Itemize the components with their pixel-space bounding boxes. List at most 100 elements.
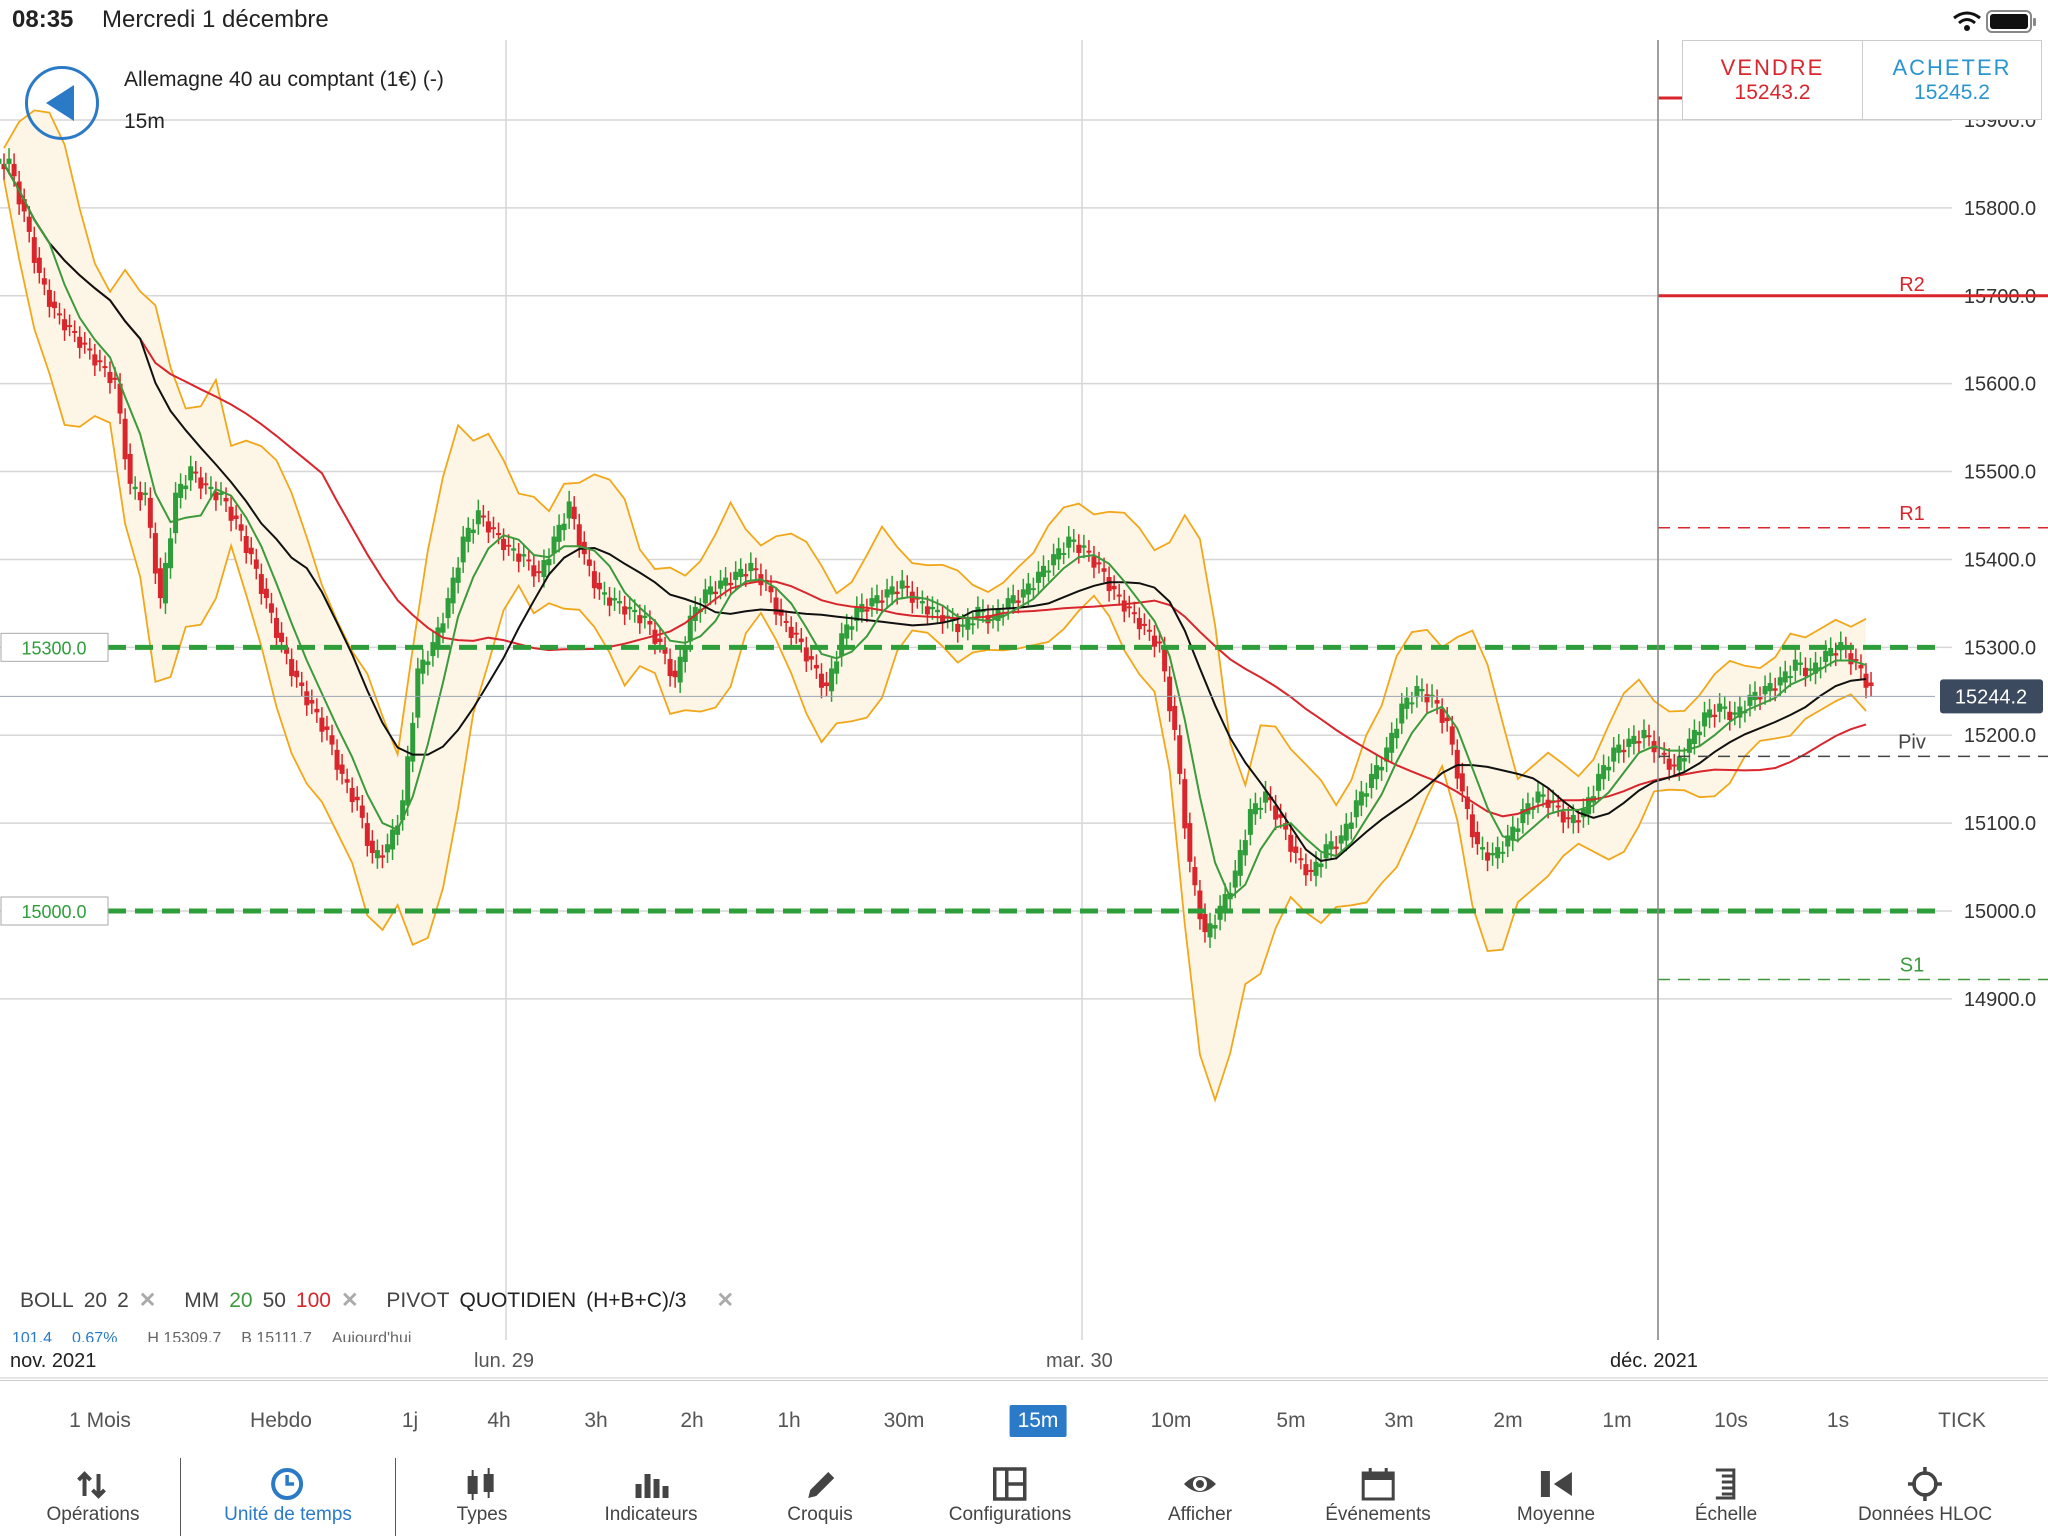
candle-body [1106, 577, 1112, 592]
candle-body [228, 506, 234, 521]
candle-body [162, 562, 168, 604]
remove-pivot-icon[interactable]: ✕ [716, 1289, 735, 1312]
candle-body [889, 586, 895, 595]
timeframe-option-1s[interactable]: 1s [1826, 1409, 1850, 1432]
timeframe-option-5m[interactable]: 5m [1276, 1409, 1306, 1432]
candle-body [1308, 869, 1314, 872]
sell-button[interactable]: VENDRE 15243.2 [1682, 40, 1862, 120]
timeframe-option-3m[interactable]: 3m [1384, 1409, 1414, 1432]
candle-body [268, 603, 274, 613]
candle-body [1737, 706, 1743, 718]
candle-body [596, 582, 602, 590]
candle-body [1823, 650, 1829, 662]
timeframe-option-10m[interactable]: 10m [1150, 1409, 1192, 1432]
timeframe-option-15m[interactable]: 15m [1009, 1405, 1067, 1437]
candle-body [904, 585, 910, 588]
timeframe-option-3h[interactable]: 3h [584, 1409, 608, 1432]
candle-body [1696, 731, 1702, 736]
candle-body [16, 181, 22, 205]
toolbar-button-crosshair[interactable]: Données HLOC [1858, 1458, 1992, 1536]
candle-body [1051, 554, 1057, 566]
candle-body [1283, 823, 1289, 830]
bollinger-lower-band [3, 179, 1867, 1103]
timeframe-option-hebdo[interactable]: Hebdo [250, 1409, 312, 1432]
timeframe-option-1j[interactable]: 1j [401, 1409, 419, 1432]
candle-body [188, 466, 194, 481]
candle-body [324, 726, 330, 730]
candle-body [1091, 556, 1097, 568]
candle-body [1035, 571, 1041, 583]
candle-body [970, 623, 976, 626]
back-button[interactable] [25, 66, 99, 140]
candle-body [1580, 809, 1586, 818]
arrows-icon [77, 1471, 107, 1499]
candle-body [571, 506, 577, 520]
candle-body [385, 844, 391, 853]
toolbar-button-arrows[interactable]: Opérations [47, 1458, 139, 1536]
candle-body [1495, 847, 1501, 859]
candle-body [1626, 738, 1632, 747]
toolbar-button-clock[interactable]: Unité de temps [224, 1458, 352, 1536]
candle-body [1424, 694, 1430, 703]
candle-body [1116, 594, 1122, 597]
candle-body [718, 580, 724, 589]
candle-body [26, 216, 32, 232]
candle-body [1570, 814, 1576, 824]
candle-body [632, 609, 638, 613]
candle-body [51, 301, 57, 309]
candle-body [1040, 565, 1046, 578]
candle-body [1813, 662, 1819, 674]
candle-body [92, 354, 98, 366]
candle-body [864, 609, 870, 612]
date-label-dec: déc. 2021 [1610, 1350, 1698, 1372]
candle-body [1207, 923, 1213, 938]
scale-icon [1715, 1468, 1736, 1500]
y-axis-tick-label: 15000.0 [1964, 901, 2036, 923]
candle-body [319, 717, 325, 732]
toolbar-button-candles[interactable]: Types [457, 1458, 507, 1536]
timeframe-option-4h[interactable]: 4h [487, 1409, 511, 1432]
timeframe-option-1h[interactable]: 1h [777, 1409, 801, 1432]
remove-mm-icon[interactable]: ✕ [340, 1289, 359, 1312]
timeframe-option-1m[interactable]: 1m [1602, 1409, 1632, 1432]
candle-body [1777, 677, 1783, 686]
candle-body [687, 615, 693, 642]
date-label-nov: nov. 2021 [10, 1350, 97, 1372]
candle-body [1772, 688, 1778, 691]
candle-body [753, 568, 759, 571]
layout-icon [993, 1467, 1027, 1501]
candle-body [1469, 814, 1475, 838]
candle-body [808, 656, 814, 660]
candle-body [1863, 673, 1869, 688]
back-arrow-icon [46, 85, 74, 121]
candle-body [1172, 705, 1178, 730]
toolbar-button-bars[interactable]: Indicateurs [605, 1458, 697, 1536]
toolbar-button-scale[interactable]: Échelle [1695, 1458, 1757, 1536]
candle-body [521, 554, 527, 557]
candle-body [193, 471, 199, 474]
timeframe-option-10s[interactable]: 10s [1714, 1409, 1748, 1432]
buy-button[interactable]: ACHETER 15245.2 [1862, 40, 2042, 120]
toolbar-button-calendar[interactable]: Événements [1325, 1458, 1431, 1536]
bottom-toolbar: Opérations Unité de temps Types Indicateurs… [0, 1458, 2048, 1536]
timeframe-option-2m[interactable]: 2m [1493, 1409, 1523, 1432]
remove-boll-icon[interactable]: ✕ [138, 1289, 157, 1312]
timeframe-option-1-mois[interactable]: 1 Mois [69, 1409, 131, 1432]
candle-body [445, 598, 451, 619]
wifi-icon [1953, 11, 1981, 31]
level-tag [0, 632, 109, 662]
toolbar-button-eye[interactable]: Afficher [1168, 1458, 1232, 1536]
candle-body [1167, 676, 1173, 712]
timeframe-option-tick[interactable]: TICK [1938, 1409, 1986, 1432]
toolbar-button-layout[interactable]: Configurations [949, 1458, 1071, 1536]
candle-body [1298, 858, 1304, 861]
candle-body [1439, 708, 1445, 723]
price-chart[interactable]: 15900.015800.015700.015600.015500.015400… [0, 40, 2048, 1380]
timeframe-option-2h[interactable]: 2h [680, 1409, 704, 1432]
timeframe-option-30m[interactable]: 30m [883, 1409, 925, 1432]
toolbar-button-pencil[interactable]: Croquis [787, 1458, 853, 1536]
candle-body [1802, 667, 1808, 677]
candle-body [1404, 697, 1410, 709]
toolbar-button-average[interactable]: Moyenne [1517, 1458, 1595, 1536]
toolbar-label: Échelle [1694, 1504, 1758, 1525]
